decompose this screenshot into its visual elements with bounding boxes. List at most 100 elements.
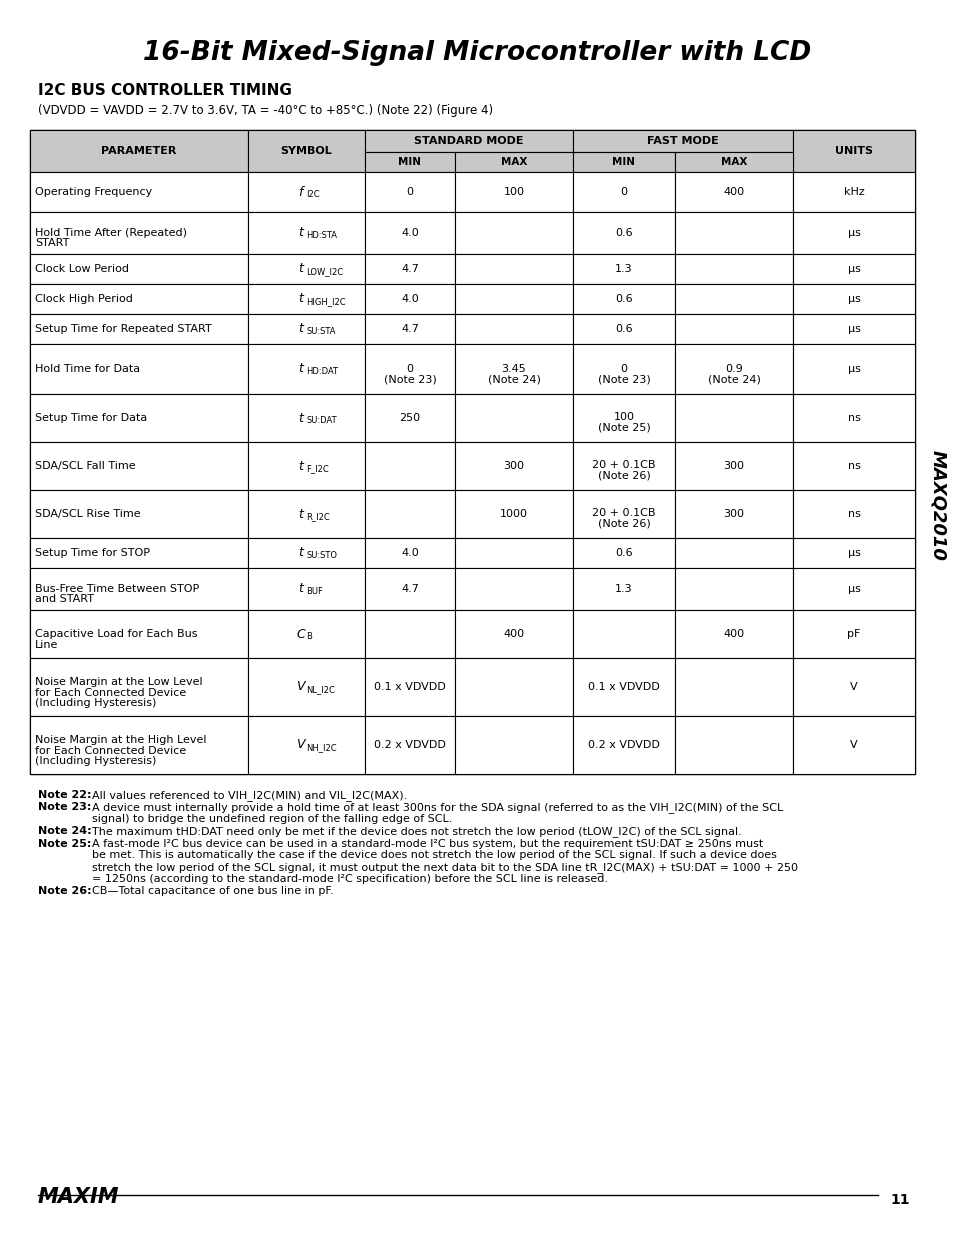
- Bar: [675, 172, 792, 212]
- Bar: [365, 212, 455, 254]
- Text: Noise Margin at the High Level: Noise Margin at the High Level: [35, 735, 206, 745]
- Bar: [455, 394, 573, 442]
- Text: (VDVDD = VAVDD = 2.7V to 3.6V, TA = -40°C to +85°C.) (Note 22) (Figure 4): (VDVDD = VAVDD = 2.7V to 3.6V, TA = -40°…: [38, 104, 493, 117]
- Bar: [365, 314, 455, 345]
- Bar: [573, 130, 792, 152]
- Text: (Note 23): (Note 23): [383, 374, 436, 384]
- Text: ns: ns: [846, 461, 860, 471]
- Text: Capacitive Load for Each Bus: Capacitive Load for Each Bus: [35, 629, 197, 638]
- Text: (Including Hysteresis): (Including Hysteresis): [35, 756, 156, 766]
- Text: HIGH_I2C: HIGH_I2C: [306, 296, 346, 306]
- Text: 400: 400: [722, 186, 743, 198]
- Bar: [248, 130, 365, 172]
- Bar: [675, 610, 792, 658]
- Text: 0.1 x VDVDD: 0.1 x VDVDD: [374, 682, 445, 692]
- Text: PARAMETER: PARAMETER: [101, 146, 176, 156]
- Text: (Note 23): (Note 23): [597, 374, 650, 384]
- Text: 250: 250: [399, 412, 420, 424]
- Bar: [248, 716, 365, 774]
- Bar: [30, 442, 248, 490]
- Text: (Note 26): (Note 26): [597, 519, 650, 529]
- Text: kHz: kHz: [842, 186, 863, 198]
- Text: 3.45: 3.45: [501, 363, 526, 373]
- Text: µs: µs: [846, 584, 860, 594]
- Text: C: C: [295, 627, 305, 641]
- Bar: [573, 345, 675, 394]
- Bar: [573, 212, 675, 254]
- Text: Setup Time for STOP: Setup Time for STOP: [35, 548, 150, 558]
- Text: 400: 400: [503, 629, 524, 638]
- Bar: [365, 345, 455, 394]
- Bar: [573, 658, 675, 716]
- Bar: [30, 716, 248, 774]
- Text: HD:DAT: HD:DAT: [306, 367, 338, 375]
- Bar: [792, 172, 914, 212]
- Text: 4.0: 4.0: [400, 548, 418, 558]
- Bar: [30, 538, 248, 568]
- Text: be met. This is automatically the case if the device does not stretch the low pe: be met. This is automatically the case i…: [91, 851, 776, 861]
- Bar: [573, 610, 675, 658]
- Text: SDA/SCL Fall Time: SDA/SCL Fall Time: [35, 461, 135, 471]
- Text: NH_I2C: NH_I2C: [306, 743, 336, 752]
- Bar: [30, 610, 248, 658]
- Bar: [573, 442, 675, 490]
- Bar: [455, 538, 573, 568]
- Text: (Note 24): (Note 24): [487, 374, 539, 384]
- Bar: [455, 658, 573, 716]
- Bar: [792, 345, 914, 394]
- Text: 4.0: 4.0: [400, 294, 418, 304]
- Bar: [365, 716, 455, 774]
- Bar: [30, 284, 248, 314]
- Text: V: V: [849, 740, 857, 750]
- Text: stretch the low period of the SCL signal, it must output the next data bit to th: stretch the low period of the SCL signal…: [91, 862, 797, 873]
- Bar: [675, 568, 792, 610]
- Bar: [792, 314, 914, 345]
- Bar: [365, 568, 455, 610]
- Text: t: t: [297, 459, 303, 473]
- Bar: [573, 172, 675, 212]
- Text: µs: µs: [846, 324, 860, 333]
- Bar: [792, 490, 914, 538]
- Text: Setup Time for Repeated START: Setup Time for Repeated START: [35, 324, 212, 333]
- Text: Operating Frequency: Operating Frequency: [35, 186, 152, 198]
- Text: CB—Total capacitance of one bus line in pF.: CB—Total capacitance of one bus line in …: [91, 885, 334, 897]
- Text: 0: 0: [619, 363, 627, 373]
- Text: MAXQ2010: MAXQ2010: [928, 450, 946, 561]
- Bar: [365, 152, 455, 172]
- Text: Bus-Free Time Between STOP: Bus-Free Time Between STOP: [35, 584, 199, 594]
- Bar: [248, 345, 365, 394]
- Text: 100: 100: [613, 412, 634, 422]
- Bar: [365, 610, 455, 658]
- Text: µs: µs: [846, 294, 860, 304]
- Bar: [573, 314, 675, 345]
- Bar: [675, 284, 792, 314]
- Text: for Each Connected Device: for Each Connected Device: [35, 746, 186, 756]
- Bar: [675, 658, 792, 716]
- Bar: [573, 490, 675, 538]
- Text: for Each Connected Device: for Each Connected Device: [35, 688, 186, 698]
- Text: t: t: [297, 226, 303, 240]
- Text: 0.1 x VDVDD: 0.1 x VDVDD: [587, 682, 659, 692]
- Bar: [573, 716, 675, 774]
- Text: pF: pF: [846, 629, 860, 638]
- Bar: [30, 314, 248, 345]
- Bar: [455, 254, 573, 284]
- Bar: [30, 130, 914, 774]
- Text: µs: µs: [846, 264, 860, 274]
- Bar: [248, 394, 365, 442]
- Bar: [455, 568, 573, 610]
- Bar: [30, 568, 248, 610]
- Bar: [365, 130, 573, 152]
- Bar: [573, 394, 675, 442]
- Text: A device must internally provide a hold time of at least 300ns for the SDA signa: A device must internally provide a hold …: [91, 803, 782, 814]
- Bar: [30, 254, 248, 284]
- Bar: [455, 212, 573, 254]
- Text: signal) to bridge the undefined region of the falling edge of SCL.: signal) to bridge the undefined region o…: [91, 814, 452, 824]
- Text: µs: µs: [846, 364, 860, 374]
- Text: Note 22:: Note 22:: [38, 790, 91, 800]
- Bar: [30, 658, 248, 716]
- Bar: [248, 172, 365, 212]
- Bar: [792, 254, 914, 284]
- Bar: [573, 254, 675, 284]
- Bar: [365, 490, 455, 538]
